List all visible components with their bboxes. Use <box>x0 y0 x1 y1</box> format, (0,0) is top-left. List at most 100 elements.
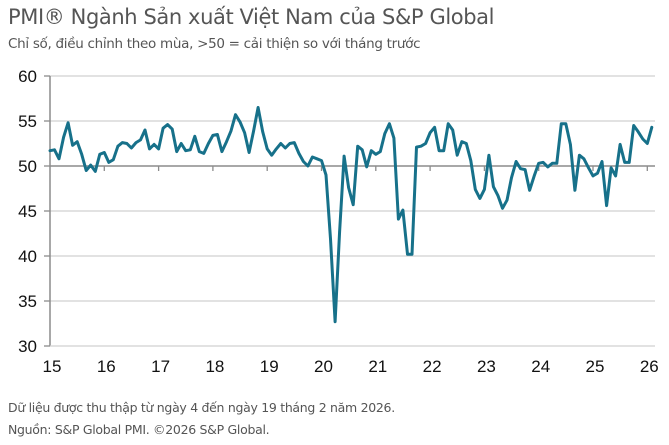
data-point <box>329 237 332 241</box>
data-point <box>564 122 567 125</box>
data-point <box>189 148 192 151</box>
data-point <box>505 199 509 202</box>
data-point <box>94 170 97 173</box>
data-point <box>225 140 228 143</box>
data-point <box>578 154 581 157</box>
data-point <box>428 131 432 134</box>
data-point <box>487 154 491 157</box>
data-point <box>641 137 644 141</box>
data-point <box>234 113 237 116</box>
x-tick-label: 26 <box>640 357 659 376</box>
data-point <box>637 130 640 133</box>
data-point <box>247 151 251 154</box>
data-point <box>478 197 482 200</box>
data-point <box>161 127 165 130</box>
x-tick-label: 17 <box>151 357 170 376</box>
data-point <box>510 176 513 179</box>
data-point <box>569 143 572 146</box>
data-point <box>437 149 441 152</box>
data-point <box>388 122 391 125</box>
data-point <box>560 122 563 125</box>
data-point <box>451 128 454 132</box>
data-point <box>433 126 436 129</box>
data-point <box>130 146 133 150</box>
data-point <box>157 147 160 151</box>
data-point <box>76 140 79 143</box>
data-point <box>152 143 156 146</box>
data-point <box>243 131 246 134</box>
data-point <box>342 154 346 158</box>
data-point <box>628 161 631 164</box>
data-point <box>370 149 373 152</box>
data-point <box>483 188 486 191</box>
data-point <box>465 142 468 145</box>
x-tick-label: 24 <box>531 357 550 376</box>
y-tick-label: 60 <box>18 67 37 86</box>
x-tick-label: 21 <box>368 357 387 376</box>
data-point <box>474 188 477 191</box>
data-point <box>288 142 291 145</box>
x-tick-label: 23 <box>477 357 496 376</box>
x-tick-label: 16 <box>97 357 116 376</box>
data-point <box>252 129 255 133</box>
data-point <box>646 142 649 145</box>
data-point <box>198 150 201 153</box>
data-point <box>166 123 169 126</box>
data-point <box>139 138 142 142</box>
data-point <box>284 146 287 150</box>
gridlines <box>50 75 655 302</box>
data-point <box>270 154 273 157</box>
data-point <box>193 135 196 138</box>
data-point <box>171 127 174 131</box>
axes <box>44 75 655 347</box>
x-tick-label: 25 <box>586 357 605 376</box>
data-point <box>537 162 540 165</box>
y-tick-label: 55 <box>18 112 37 131</box>
data-point <box>519 167 522 170</box>
y-tick-label: 35 <box>18 292 37 311</box>
y-tick-label: 45 <box>18 202 37 221</box>
data-point <box>229 129 233 133</box>
data-point <box>211 134 215 137</box>
data-point <box>419 145 423 148</box>
data-point <box>591 174 595 178</box>
y-tick-label: 30 <box>18 337 37 356</box>
x-tick-label: 19 <box>260 357 279 376</box>
data-point <box>542 161 545 164</box>
data-point <box>266 147 269 151</box>
data-point <box>180 142 183 145</box>
data-point <box>623 161 626 164</box>
data-point <box>297 152 301 155</box>
data-point <box>175 150 178 153</box>
data-point <box>523 168 527 171</box>
data-point <box>546 165 549 169</box>
data-point <box>57 157 61 160</box>
data-point <box>48 149 52 152</box>
data-point <box>134 141 138 144</box>
data-point <box>469 159 472 162</box>
series-layer <box>48 106 654 324</box>
data-point <box>143 128 147 132</box>
data-point <box>605 204 608 207</box>
data-point <box>632 124 635 127</box>
data-point <box>107 161 111 164</box>
data-point <box>618 143 622 146</box>
data-point <box>293 141 296 144</box>
data-point <box>275 147 278 151</box>
data-point <box>609 166 613 169</box>
data-point <box>460 140 463 143</box>
data-point <box>424 142 427 145</box>
data-point <box>600 160 604 163</box>
data-point <box>103 151 106 154</box>
data-point <box>279 142 282 145</box>
data-point <box>202 152 205 155</box>
data-point <box>315 157 319 160</box>
data-point <box>614 174 617 178</box>
data-point <box>650 126 653 129</box>
data-point <box>401 208 405 212</box>
data-point <box>361 148 364 151</box>
data-point <box>66 121 70 125</box>
data-point <box>89 163 92 167</box>
data-point <box>184 149 187 152</box>
data-point <box>207 142 210 145</box>
